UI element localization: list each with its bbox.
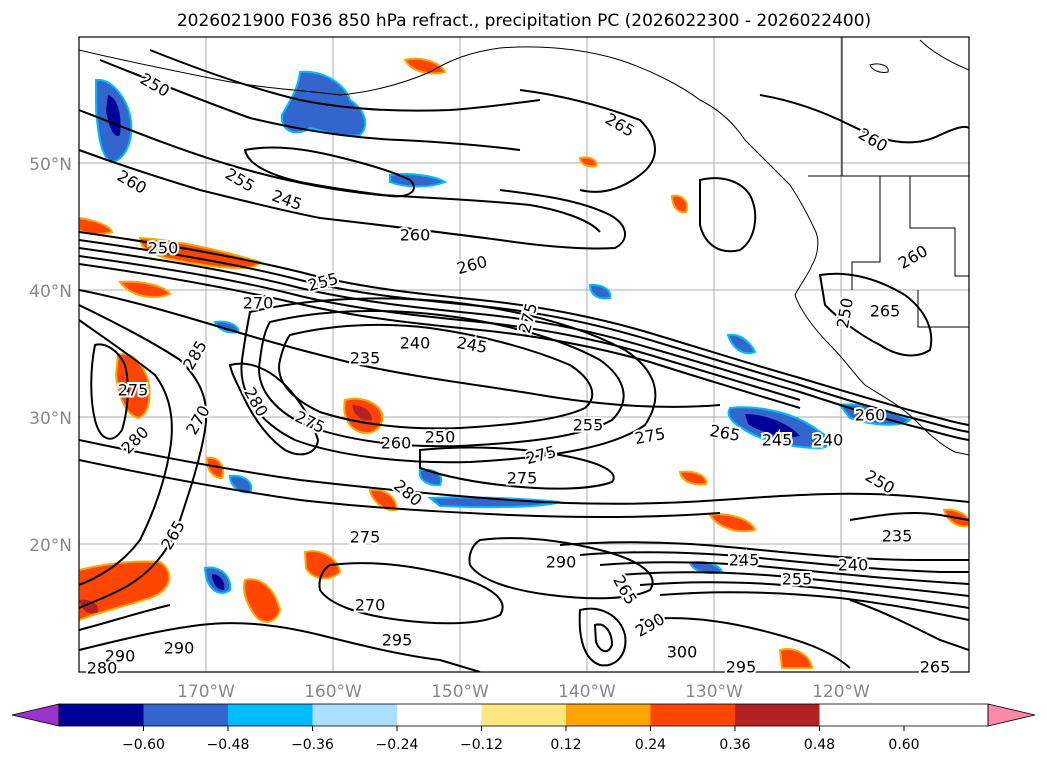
lon-label: 160°W [304, 682, 362, 702]
contour-label: 275 [507, 469, 538, 488]
negative-anomaly-patches [95, 70, 912, 595]
colorbar-segment [481, 704, 566, 726]
contour-label: 300 [667, 643, 698, 662]
colorbar-ticks [143, 726, 905, 731]
contour-label: 235 [882, 527, 913, 546]
map-panel [78, 36, 970, 673]
colorbar-frame [58, 703, 989, 727]
colorbar-segment [650, 704, 735, 726]
colorbar-tick-label: 0.24 [635, 737, 666, 753]
colorbar-segment [228, 704, 313, 726]
contour-label: 290 [546, 553, 577, 572]
coastlines [79, 39, 969, 456]
contour-label: 290 [105, 647, 136, 666]
contour-label: 250 [148, 239, 179, 258]
contour-label: 235 [350, 349, 381, 368]
colorbar-tick-label: −0.36 [291, 737, 334, 753]
graticule [79, 37, 969, 672]
contour-label: 270 [243, 294, 274, 313]
lon-label: 140°W [558, 682, 616, 702]
colorbar-tick-label: 0.48 [804, 737, 835, 753]
contour-label: 275 [118, 381, 149, 400]
lon-label: 170°W [177, 682, 235, 702]
contour-label: 290 [164, 639, 195, 658]
colorbar-extend-min [11, 703, 60, 727]
contour-label: 295 [726, 658, 757, 677]
contour-label: 245 [729, 551, 760, 570]
lat-label: 30°N [29, 409, 72, 429]
colorbar-tick-label: 0.12 [550, 737, 581, 753]
contour-label: 275 [350, 528, 381, 547]
colorbar-tick-label: −0.12 [460, 737, 503, 753]
colorbar-segment [312, 704, 397, 726]
colorbar-segment [566, 704, 651, 726]
colorbar-tick-label: −0.24 [376, 737, 419, 753]
chart-title: 2026021900 F036 850 hPa refract., precip… [177, 11, 871, 31]
contour-label: 265 [920, 658, 951, 677]
contour-label: 255 [573, 416, 604, 435]
longitude-labels: 170°W 160°W 150°W 140°W 130°W 120°W [177, 682, 870, 702]
borders [808, 37, 969, 328]
lon-label: 130°W [685, 682, 743, 702]
contour-label: 240 [400, 334, 431, 353]
contour-label: 260 [381, 434, 412, 453]
colorbar-segment [143, 704, 228, 726]
lon-label: 120°W [812, 682, 870, 702]
colorbar-tick-label: −0.60 [122, 737, 165, 753]
colorbar-segment [397, 704, 482, 726]
map-frame [78, 36, 970, 673]
contour-label: 250 [425, 428, 456, 447]
colorbar-segment [59, 704, 144, 726]
colorbar-tick-label: 0.36 [719, 737, 750, 753]
colorbar-tick-label: 0.60 [888, 737, 919, 753]
colorbar-segment [735, 704, 820, 726]
contour-label: 280 [87, 659, 118, 678]
contour-label: 240 [813, 431, 844, 450]
contours [79, 49, 969, 672]
contour-label: 270 [355, 596, 386, 615]
lat-label: 20°N [29, 536, 72, 556]
contour-label: 245 [762, 431, 793, 450]
contour-label: 295 [382, 631, 413, 650]
colorbar: −0.60 −0.48 −0.36 −0.24 −0.12 0.12 0.24 … [11, 703, 1036, 753]
colorbar-tick-label: −0.48 [207, 737, 250, 753]
lon-label: 150°W [431, 682, 489, 702]
colorbar-extend-max [987, 703, 1036, 727]
contour-label: 255 [782, 570, 813, 589]
lat-label: 50°N [29, 155, 72, 175]
lat-label: 40°N [29, 282, 72, 302]
contour-label: 260 [855, 406, 886, 425]
contour-label: 265 [870, 302, 901, 321]
contour-label: 240 [838, 556, 869, 575]
contour-label: 260 [400, 226, 431, 245]
latitude-labels: 50°N 40°N 30°N 20°N [29, 155, 72, 556]
